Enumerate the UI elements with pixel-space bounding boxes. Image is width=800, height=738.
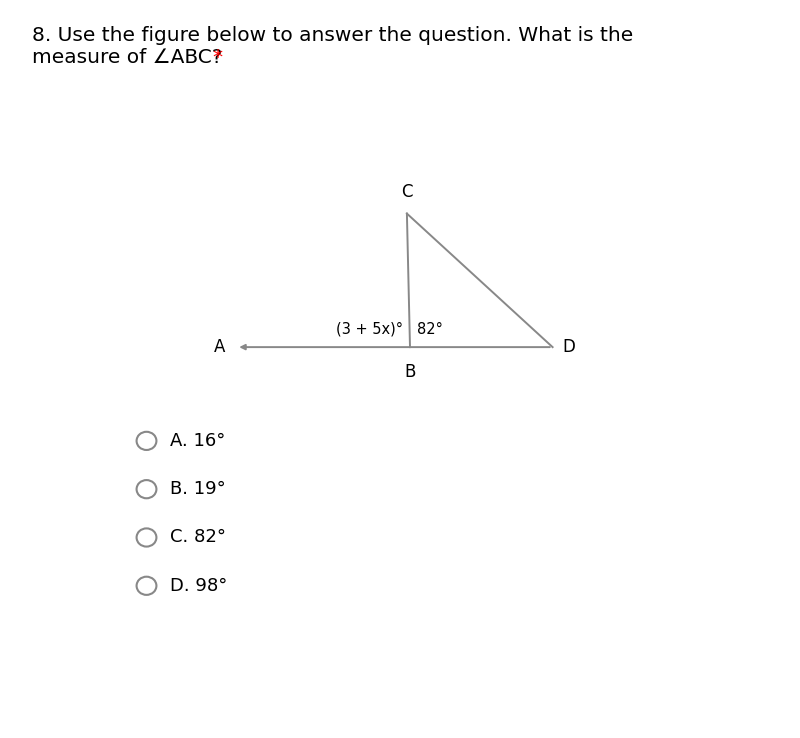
- Text: A. 16°: A. 16°: [170, 432, 226, 450]
- Text: (3 + 5x)°: (3 + 5x)°: [335, 322, 402, 337]
- Text: *: *: [212, 48, 222, 67]
- Text: 82°: 82°: [418, 322, 443, 337]
- Text: B: B: [404, 363, 416, 381]
- Text: B. 19°: B. 19°: [170, 480, 226, 498]
- Text: C. 82°: C. 82°: [170, 528, 226, 546]
- Text: 8. Use the figure below to answer the question. What is the: 8. Use the figure below to answer the qu…: [32, 26, 634, 45]
- Text: A: A: [214, 338, 226, 356]
- Text: measure of ∠ABC?: measure of ∠ABC?: [32, 48, 229, 67]
- Text: C: C: [401, 183, 413, 201]
- Text: D. 98°: D. 98°: [170, 577, 227, 595]
- Text: D: D: [562, 338, 574, 356]
